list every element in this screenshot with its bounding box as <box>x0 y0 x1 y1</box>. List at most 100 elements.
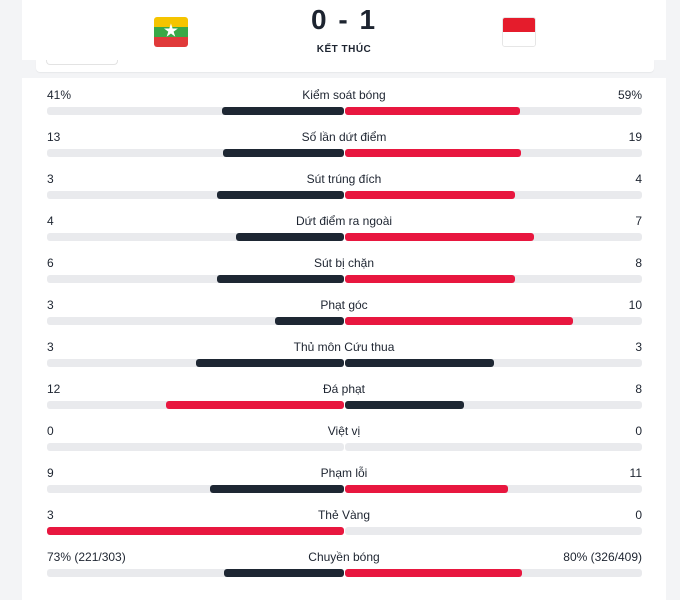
away-stat-bar <box>345 359 494 367</box>
away-stat-bar <box>345 233 534 241</box>
away-stat-value: 80% (326/409) <box>563 550 642 564</box>
away-stat-value: 7 <box>635 214 642 228</box>
home-stat-track <box>47 569 344 577</box>
home-stat-track <box>47 527 344 535</box>
away-stat-track <box>345 527 642 535</box>
home-stat-value: 9 <box>47 466 54 480</box>
stat-row: 3 Thẻ Vàng 0 <box>22 498 666 540</box>
home-stat-track <box>47 359 344 367</box>
stat-row: 4 Dứt điểm ra ngoài 7 <box>22 204 666 246</box>
panel-edge <box>36 60 654 72</box>
away-stat-value: 8 <box>635 382 642 396</box>
home-stat-value: 0 <box>47 424 54 438</box>
stat-label: Đá phạt <box>322 382 366 396</box>
home-stat-bar <box>165 401 344 409</box>
home-stat-value: 6 <box>47 256 54 270</box>
away-stat-value: 59% <box>617 88 642 102</box>
stat-row: 13 Số lần dứt điểm 19 <box>22 120 666 162</box>
home-stat-bar <box>222 107 344 115</box>
home-stat-bar <box>47 527 344 535</box>
home-stat-value: 3 <box>47 340 54 354</box>
away-stat-track <box>345 569 642 577</box>
home-stat-bar <box>195 359 344 367</box>
stat-row: 9 Phạm lỗi 11 <box>22 456 666 498</box>
stat-row: 3 Thủ môn Cứu thua 3 <box>22 330 666 372</box>
away-stat-track <box>345 149 642 157</box>
away-stat-track <box>345 191 642 199</box>
home-stat-bar <box>210 485 344 493</box>
away-stat-value: 0 <box>635 424 642 438</box>
away-stat-value: 3 <box>635 340 642 354</box>
away-stat-value: 0 <box>635 508 642 522</box>
away-stat-value: 11 <box>629 466 642 480</box>
home-stat-track <box>47 485 344 493</box>
stat-row: 3 Phạt góc 10 <box>22 288 666 330</box>
myanmar-flag-icon[interactable]: ★ <box>154 17 188 47</box>
stat-row: 41% Kiểm soát bóng 59% <box>22 78 666 120</box>
match-status: KẾT THÚC <box>316 44 372 55</box>
home-stat-value: 12 <box>47 382 61 396</box>
home-stat-value: 41% <box>47 88 72 102</box>
home-stat-bar <box>224 569 344 577</box>
stat-label: Việt vị <box>327 424 361 438</box>
away-stat-value: 8 <box>635 256 642 270</box>
home-stat-track <box>47 401 344 409</box>
stat-label: Dứt điểm ra ngoài <box>295 214 393 228</box>
home-stat-bar <box>216 191 344 199</box>
home-stat-bar <box>236 233 344 241</box>
away-stat-value: 19 <box>628 130 642 144</box>
home-stat-value: 3 <box>47 298 54 312</box>
home-stat-track <box>47 275 344 283</box>
home-stat-value: 13 <box>47 130 61 144</box>
stat-label: Chuyền bóng <box>308 550 380 564</box>
home-stat-value: 3 <box>47 508 54 522</box>
stat-label: Thủ môn Cứu thua <box>293 340 395 354</box>
stat-row: 73% (221/303) Chuyền bóng 80% (326/409) <box>22 540 666 582</box>
stat-row: 12 Đá phạt 8 <box>22 372 666 414</box>
stat-label: Sút trúng đích <box>306 172 382 186</box>
indonesia-flag-icon[interactable] <box>502 17 536 47</box>
away-stat-bar <box>345 191 515 199</box>
away-stat-bar <box>345 107 521 115</box>
away-stat-bar <box>345 317 574 325</box>
home-stat-track <box>47 191 344 199</box>
away-stat-bar <box>345 149 522 157</box>
stat-label: Thẻ Vàng <box>317 508 371 522</box>
home-stat-track <box>47 233 344 241</box>
home-stat-track <box>47 107 344 115</box>
home-stat-track <box>47 149 344 157</box>
home-stat-bar <box>216 275 344 283</box>
away-stat-bar <box>345 485 509 493</box>
home-stat-bar <box>223 149 344 157</box>
away-stat-bar <box>345 569 522 577</box>
stat-row: 6 Sút bị chặn 8 <box>22 246 666 288</box>
home-stat-value: 4 <box>47 214 54 228</box>
stat-label: Phạm lỗi <box>320 466 368 480</box>
away-stat-track <box>345 401 642 409</box>
away-stat-track <box>345 359 642 367</box>
home-stat-track <box>47 443 344 451</box>
home-stat-value: 3 <box>47 172 54 186</box>
stat-label: Sút bị chặn <box>313 256 375 270</box>
stat-label: Số lần dứt điểm <box>301 130 387 144</box>
away-stat-value: 4 <box>635 172 642 186</box>
home-stat-value: 73% (221/303) <box>47 550 126 564</box>
match-score: 0 - 1 <box>310 4 378 35</box>
away-stat-bar <box>345 401 464 409</box>
stat-label: Kiểm soát bóng <box>302 88 386 102</box>
away-stat-track <box>345 317 642 325</box>
away-stat-track <box>345 443 642 451</box>
stat-row: 0 Việt vị 0 <box>22 414 666 456</box>
home-stat-track <box>47 317 344 325</box>
away-stat-track <box>345 233 642 241</box>
away-stat-value: 10 <box>628 298 642 312</box>
away-stat-bar <box>345 275 515 283</box>
away-stat-track <box>345 485 642 493</box>
match-header: ★ 0 - 1 KẾT THÚC <box>22 0 666 60</box>
away-stat-track <box>345 275 642 283</box>
stat-label: Phạt góc <box>320 298 368 312</box>
stats-panel: 41% Kiểm soát bóng 59% 13 Số lần dứt điểm 19 3… <box>22 78 666 600</box>
home-stat-bar <box>275 317 344 325</box>
panel-tab-edge <box>46 60 118 65</box>
stat-row: 3 Sút trúng đích 4 <box>22 162 666 204</box>
